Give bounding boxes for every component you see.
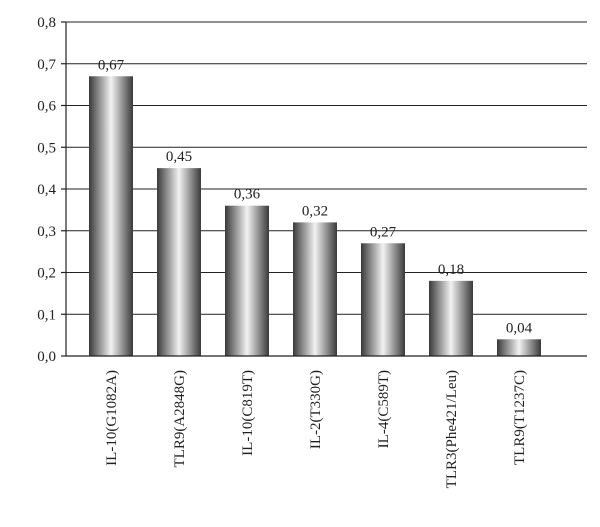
y-tick-label: 0,5 — [37, 140, 56, 156]
bar — [89, 76, 133, 357]
data-label: 0,32 — [302, 203, 328, 219]
category-label: IL-4(C589T) — [376, 370, 392, 448]
y-tick-label: 0,1 — [37, 307, 56, 323]
data-label: 0,36 — [234, 187, 261, 203]
bar — [157, 168, 201, 356]
category-label: TLR9(A2848G) — [172, 370, 188, 468]
bar — [293, 222, 337, 356]
data-labels: 0,67 0,45 0,36 0,32 0,27 0,18 0,04 — [98, 57, 533, 336]
data-label: 0,45 — [166, 149, 192, 165]
category-label: IL-10(C819T) — [240, 370, 256, 456]
y-axis-ticks: 0,0 0,1 0,2 0,3 0,4 0,5 0,6 0,7 0,8 — [37, 15, 66, 365]
y-tick-label: 0,3 — [37, 224, 56, 240]
bar — [225, 205, 269, 356]
category-label: TLR9(T1237C) — [512, 370, 528, 465]
y-tick-label: 0,8 — [37, 15, 56, 31]
data-label: 0,27 — [370, 224, 397, 240]
data-label: 0,18 — [438, 262, 464, 278]
category-label: IL-10(G1082A) — [104, 370, 120, 466]
y-tick-label: 0,7 — [37, 57, 56, 73]
bar — [429, 280, 473, 356]
y-tick-label: 0,2 — [37, 266, 56, 282]
category-label: TLR3(Phe421/Leu) — [444, 370, 460, 488]
data-label: 0,67 — [98, 57, 125, 73]
bar — [361, 243, 405, 356]
bars — [89, 76, 541, 357]
y-tick-label: 0,6 — [37, 99, 56, 115]
y-tick-label: 0,0 — [37, 349, 56, 365]
category-label: IL-2(T330G) — [308, 370, 324, 449]
bar — [497, 339, 541, 356]
data-label: 0,04 — [506, 320, 533, 336]
y-tick-label: 0,4 — [37, 182, 56, 198]
category-labels: IL-10(G1082A) TLR9(A2848G) IL-10(C819T) IL-… — [104, 370, 528, 488]
